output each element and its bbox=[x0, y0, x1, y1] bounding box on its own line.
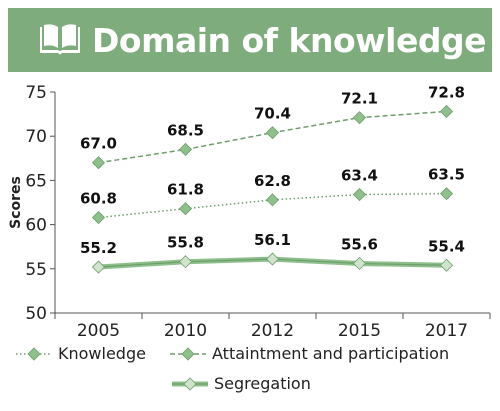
data-point-knowledge bbox=[178, 202, 193, 216]
legend-item-attainment: Attaintment and participation bbox=[168, 344, 449, 363]
y-tick-label: 75 bbox=[25, 83, 47, 103]
data-label-segregation: 55.8 bbox=[167, 234, 204, 252]
data-point-knowledge bbox=[352, 187, 367, 202]
y-axis-label: Scores bbox=[8, 176, 24, 229]
data-label-knowledge: 61.8 bbox=[167, 181, 204, 199]
data-label-segregation: 55.6 bbox=[341, 235, 378, 253]
x-tick-label: 2012 bbox=[251, 321, 294, 341]
data-point-segregation bbox=[178, 255, 193, 269]
y-tick-label: 60 bbox=[25, 216, 47, 236]
legend-item-segregation: Segregation bbox=[170, 374, 311, 393]
data-point-knowledge bbox=[91, 210, 106, 225]
data-point-segregation bbox=[265, 252, 280, 266]
y-tick-label: 50 bbox=[25, 304, 47, 324]
data-label-knowledge: 63.5 bbox=[428, 166, 465, 184]
data-point-attaintment bbox=[91, 156, 106, 170]
legend-label-knowledge: Knowledge bbox=[58, 344, 146, 363]
legend-label-segregation: Segregation bbox=[214, 374, 311, 393]
y-tick-label: 70 bbox=[25, 127, 47, 147]
data-label-knowledge: 60.8 bbox=[80, 190, 117, 208]
legend-swatch-attainment bbox=[170, 346, 206, 361]
legend-label-attainment: Attaintment and participation bbox=[212, 344, 450, 363]
data-point-attaintment bbox=[352, 111, 367, 125]
data-point-knowledge bbox=[439, 187, 454, 201]
x-tick-label: 2015 bbox=[338, 321, 381, 341]
y-tick-label: 65 bbox=[25, 171, 47, 191]
data-point-knowledge bbox=[265, 193, 280, 207]
data-point-segregation bbox=[91, 260, 106, 274]
data-label-attaintment: 67.0 bbox=[80, 135, 117, 153]
data-label-knowledge: 63.4 bbox=[341, 167, 378, 185]
data-label-segregation: 56.1 bbox=[254, 231, 291, 249]
data-point-attaintment bbox=[439, 104, 454, 119]
data-label-knowledge: 62.8 bbox=[254, 172, 291, 190]
data-point-segregation bbox=[439, 258, 454, 272]
chart-title: Domain of knowledge bbox=[92, 20, 486, 60]
data-label-attaintment: 72.8 bbox=[428, 83, 465, 101]
y-tick-label: 55 bbox=[25, 260, 47, 280]
legend-item-knowledge: Knowledge bbox=[14, 344, 146, 363]
data-point-segregation bbox=[352, 256, 367, 271]
x-tick-label: 2010 bbox=[164, 321, 207, 341]
data-label-segregation: 55.4 bbox=[428, 237, 465, 255]
data-point-attaintment bbox=[265, 126, 280, 140]
data-point-attaintment bbox=[178, 142, 193, 157]
open-book-icon bbox=[40, 24, 80, 55]
data-label-segregation: 55.2 bbox=[80, 239, 117, 257]
data-label-attaintment: 72.1 bbox=[341, 90, 378, 108]
data-label-attaintment: 68.5 bbox=[167, 121, 204, 139]
legend-swatch-knowledge bbox=[16, 346, 52, 361]
x-tick-label: 2017 bbox=[425, 321, 468, 341]
title-banner: Domain of knowledge bbox=[8, 8, 492, 72]
data-label-attaintment: 70.4 bbox=[254, 105, 291, 123]
legend-swatch-segregation bbox=[172, 376, 208, 391]
x-tick-label: 2005 bbox=[77, 321, 120, 341]
